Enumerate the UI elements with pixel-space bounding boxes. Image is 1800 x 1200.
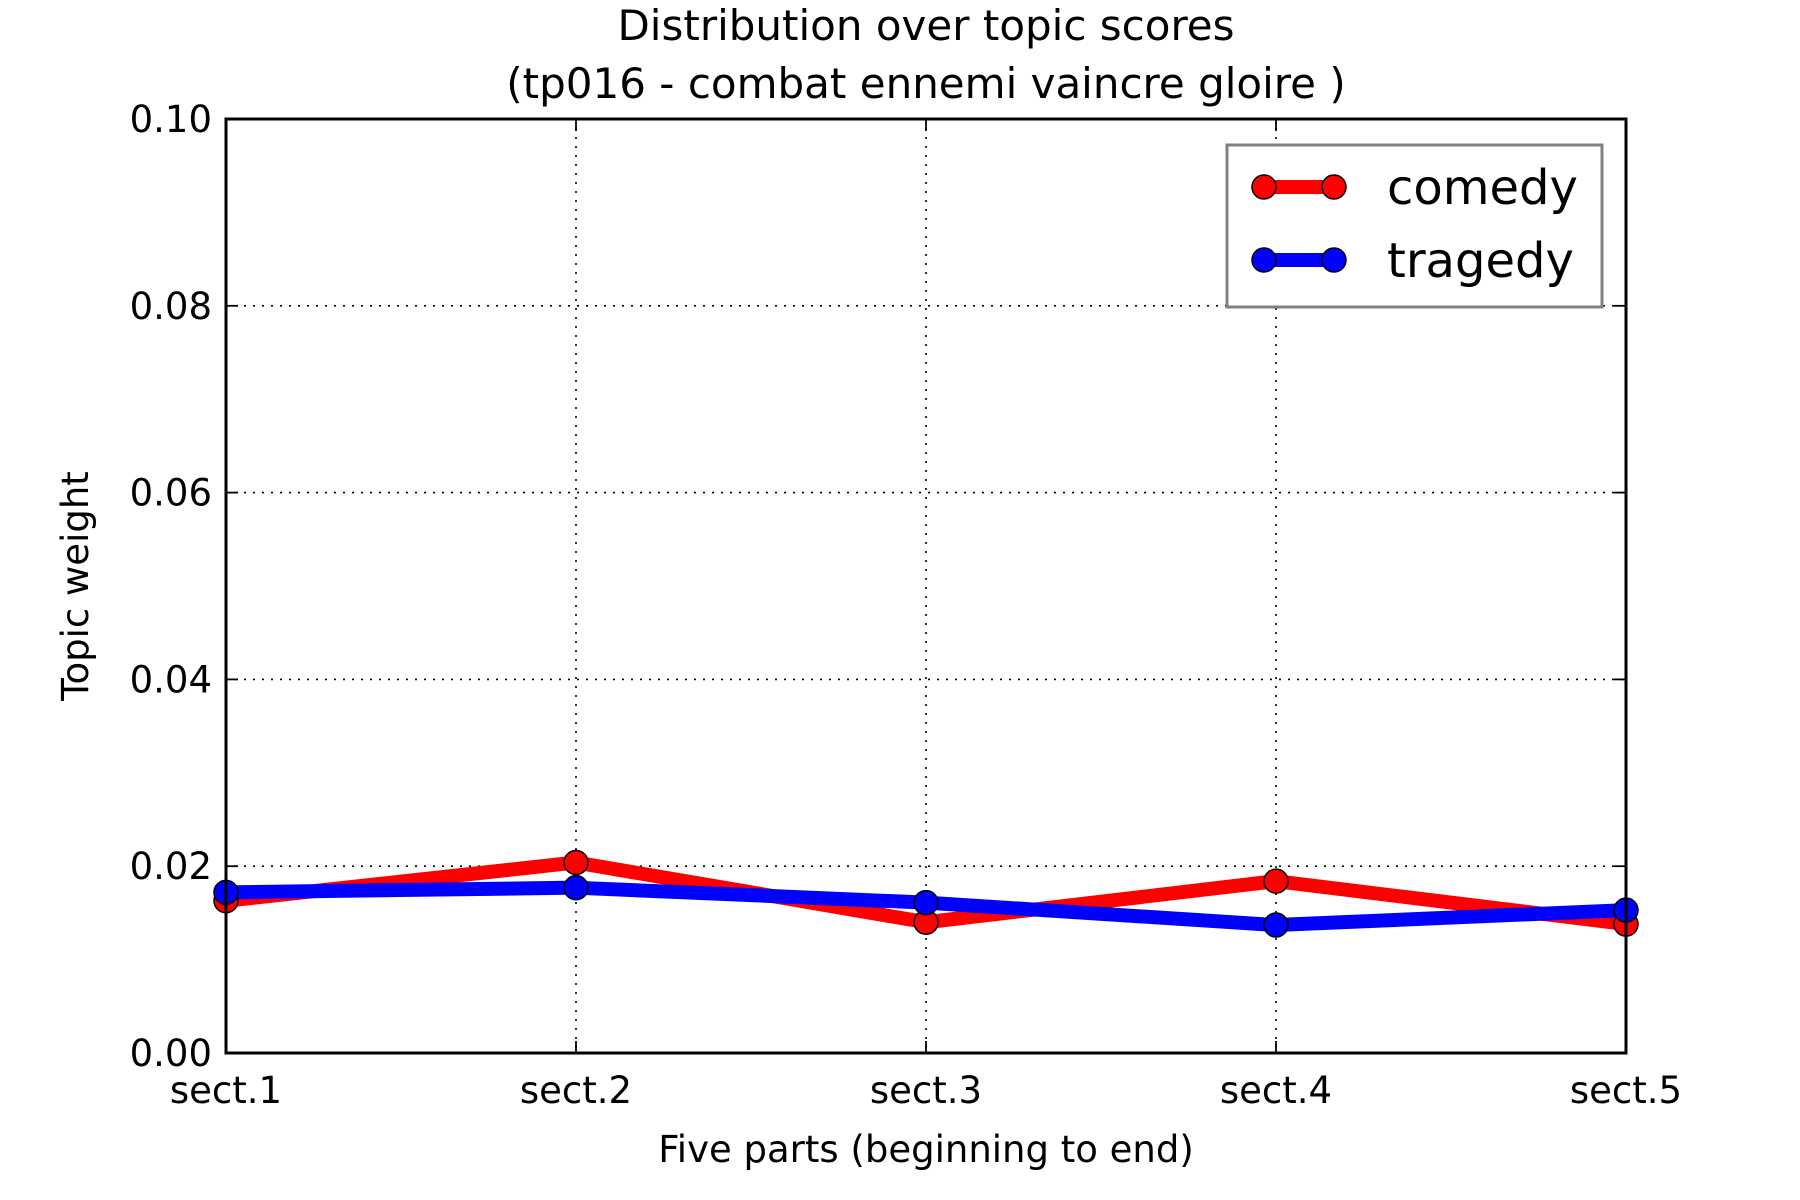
legend-marker-tragedy: [1321, 247, 1347, 273]
y-axis-ticks: 0.00 0.02 0.04 0.06 0.08 0.10: [130, 98, 1626, 1075]
chart-title-line1: Distribution over topic scores: [617, 1, 1234, 50]
x-tick-label: sect.4: [1220, 1069, 1332, 1112]
legend-box: [1225, 143, 1604, 309]
data-point-comedy: [563, 849, 589, 876]
x-tick-label: sect.2: [520, 1069, 632, 1112]
y-tick-label: 0.10: [130, 98, 212, 141]
legend-label-tragedy: tragedy: [1387, 233, 1574, 289]
y-axis-label: Topic weight: [54, 471, 97, 702]
x-axis-ticks: sect.1 sect.2 sect.3 sect.4 sect.5: [170, 119, 1682, 1112]
data-point-comedy: [1263, 868, 1289, 894]
y-tick-label: 0.06: [130, 472, 212, 515]
legend-label-comedy: comedy: [1387, 160, 1578, 216]
data-point-tragedy: [913, 889, 939, 916]
data-point-tragedy: [563, 874, 589, 901]
x-axis-label: Five parts (beginning to end): [658, 1128, 1194, 1171]
chart-title-line2: (tp016 - combat ennemi vaincre gloire ): [506, 59, 1345, 108]
x-tick-label: sect.3: [870, 1069, 982, 1112]
legend-marker-comedy: [1251, 174, 1277, 200]
plot-frame: [224, 117, 1628, 1055]
y-tick-label: 0.08: [130, 285, 212, 328]
x-tick-label: sect.1: [170, 1069, 282, 1112]
data-point-tragedy: [1263, 912, 1289, 938]
legend-marker-tragedy: [1251, 247, 1277, 273]
y-tick-label: 0.02: [130, 845, 212, 888]
y-tick-label: 0.00: [130, 1032, 212, 1075]
y-tick-label: 0.04: [130, 658, 212, 701]
x-tick-label: sect.5: [1570, 1069, 1682, 1112]
legend-marker-comedy: [1321, 174, 1347, 200]
legend: comedy tragedy: [1225, 143, 1604, 309]
